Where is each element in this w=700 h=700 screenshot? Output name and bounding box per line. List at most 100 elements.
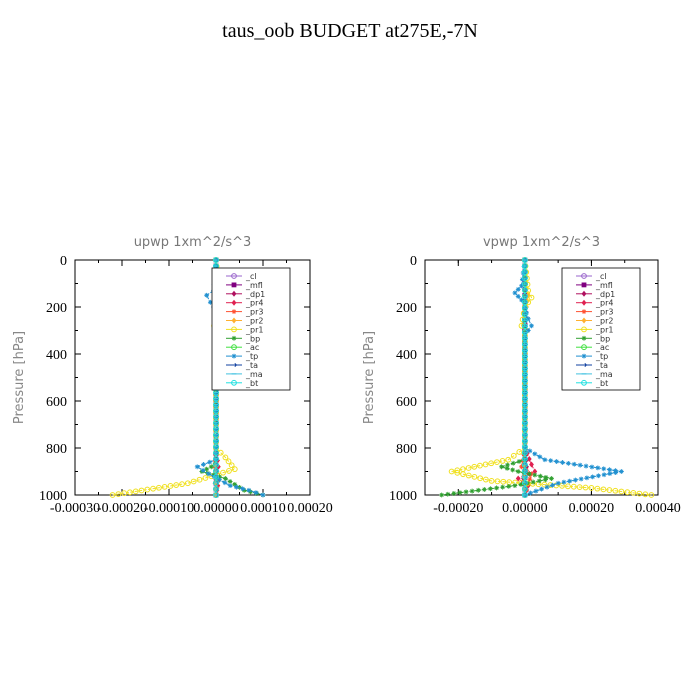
data-point xyxy=(150,485,156,492)
data-point xyxy=(512,483,518,488)
data-point xyxy=(528,294,535,301)
data-point xyxy=(211,472,217,478)
data-point xyxy=(184,480,191,487)
data-point xyxy=(213,395,219,402)
series-bt xyxy=(521,257,528,498)
legend-item-pr1: _pr1 xyxy=(226,325,263,334)
legend-marker xyxy=(581,282,587,288)
legend-label: _pr3 xyxy=(595,308,613,317)
data-point xyxy=(537,473,543,479)
legend-item-ma: _ma xyxy=(576,370,613,379)
legend-marker xyxy=(581,317,587,324)
data-point xyxy=(528,490,533,496)
panel-title: upwp 1xm^2/s^3 xyxy=(134,235,252,250)
data-point xyxy=(521,311,528,318)
data-point xyxy=(526,471,532,477)
data-point xyxy=(601,472,607,478)
legend-item-tp: _tp xyxy=(576,352,608,361)
data-point xyxy=(532,472,538,478)
data-point xyxy=(132,488,139,495)
legend-item-pr3: _pr3 xyxy=(226,308,263,317)
data-point xyxy=(515,294,521,299)
data-point xyxy=(179,481,185,488)
legend-item-ac: _ac xyxy=(576,343,609,352)
legend-marker xyxy=(231,326,237,333)
data-point xyxy=(521,341,528,348)
data-point xyxy=(570,483,577,490)
legend-label: _dp1 xyxy=(595,290,615,299)
data-point xyxy=(530,479,536,485)
data-point xyxy=(215,482,221,489)
data-point xyxy=(571,461,577,467)
data-point xyxy=(516,449,523,455)
x-tick-label: 0.00020 xyxy=(569,501,615,516)
data-point xyxy=(521,480,528,486)
legend-label: _pr2 xyxy=(595,317,613,326)
data-point xyxy=(521,347,528,354)
data-point xyxy=(226,468,232,474)
legend-label: _bp xyxy=(245,334,260,343)
data-point xyxy=(213,419,219,426)
data-point xyxy=(542,477,548,483)
legend-item-tp: _tp xyxy=(226,352,258,361)
data-point xyxy=(521,383,528,390)
legend-label: _bt xyxy=(595,379,608,388)
data-point xyxy=(618,469,624,474)
legend-box xyxy=(211,267,291,391)
data-point xyxy=(565,483,571,490)
legend-marker xyxy=(581,363,588,367)
data-point xyxy=(194,464,200,470)
legend-label: _bt xyxy=(245,379,258,388)
x-tick-label: 0.00040 xyxy=(635,501,681,516)
data-point xyxy=(520,270,526,276)
legend-item-pr2: _pr2 xyxy=(226,317,263,326)
data-point xyxy=(167,483,174,489)
legend-item-ta: _ta xyxy=(576,361,608,370)
data-point xyxy=(207,299,213,305)
legend-marker xyxy=(231,353,237,359)
data-point xyxy=(582,484,589,491)
y-tick-label: 400 xyxy=(396,348,417,363)
data-point xyxy=(475,487,481,493)
data-point xyxy=(521,492,528,498)
data-point xyxy=(549,476,554,481)
data-point xyxy=(529,461,534,468)
y-tick-label: 200 xyxy=(46,301,67,316)
data-point xyxy=(477,475,484,482)
data-point xyxy=(522,445,528,451)
data-point xyxy=(560,460,565,465)
legend-marker xyxy=(231,273,237,279)
data-point xyxy=(636,490,643,497)
legend-item-ta: _ta xyxy=(226,361,258,370)
x-tick-label: -0.00010 xyxy=(144,501,194,516)
data-point xyxy=(228,462,235,469)
data-point xyxy=(213,474,219,480)
chart-panel-2: vpwp 1xm^2/s^3 Pressure [hPa] 0 200 400 600 80… xyxy=(362,235,681,516)
data-point xyxy=(227,483,233,488)
data-point xyxy=(477,462,483,469)
data-point xyxy=(215,463,221,470)
data-point xyxy=(448,468,455,475)
data-point xyxy=(202,475,209,481)
data-point xyxy=(539,486,544,492)
data-point xyxy=(494,485,499,491)
legend-marker xyxy=(581,290,587,297)
legend-label: _bp xyxy=(595,334,610,343)
data-point xyxy=(207,459,213,465)
data-point xyxy=(516,459,522,464)
data-point xyxy=(594,485,601,492)
legend-marker xyxy=(581,273,587,279)
data-point xyxy=(613,470,619,475)
data-point xyxy=(583,463,589,469)
data-point xyxy=(521,467,528,474)
data-point xyxy=(521,413,528,420)
legend-marker xyxy=(231,379,237,386)
legend-label: _ma xyxy=(245,370,263,379)
data-point xyxy=(445,491,451,497)
legend-marker xyxy=(231,335,237,341)
data-point xyxy=(217,477,222,483)
x-tick-label: 0.00010 xyxy=(240,501,286,516)
x-tick-label: 0.00000 xyxy=(193,501,239,516)
legend-item-ac: _ac xyxy=(226,343,259,352)
data-point xyxy=(624,489,631,496)
